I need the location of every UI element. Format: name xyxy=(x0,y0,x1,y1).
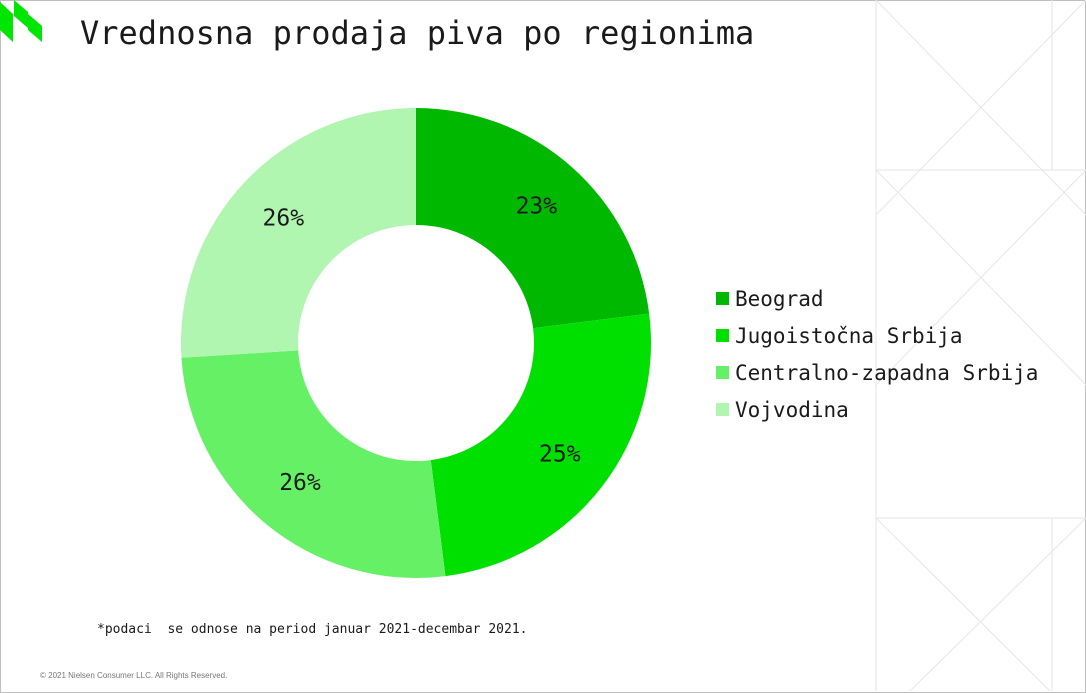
legend-item-3: Vojvodina xyxy=(716,391,1038,428)
copyright-notice: © 2021 Nielsen Consumer LLC. All Rights … xyxy=(40,671,228,680)
legend-swatch xyxy=(716,329,729,342)
legend-swatch xyxy=(716,403,729,416)
legend-item-2: Centralno-zapadna Srbija xyxy=(716,354,1038,391)
donut-slice-2 xyxy=(181,350,446,578)
page-title: Vrednosna prodaja piva po regionima xyxy=(80,14,755,52)
logo-stripe-left xyxy=(0,2,13,42)
legend-label: Centralno-zapadna Srbija xyxy=(735,360,1039,385)
nielsen-logo xyxy=(0,0,42,42)
footnote: *podaci se odnose na period januar 2021-… xyxy=(97,622,528,637)
slice-label-3: 26% xyxy=(263,205,305,231)
slice-label-2: 26% xyxy=(279,470,321,496)
chart-legend: Beograd Jugoistočna Srbija Centralno-zapad… xyxy=(716,280,1038,428)
legend-swatch xyxy=(716,366,729,379)
donut-slice-1 xyxy=(430,313,651,577)
legend-item-0: Beograd xyxy=(716,280,1038,317)
legend-swatch xyxy=(716,292,729,305)
logo-stripe-right xyxy=(14,0,28,28)
slice-label-1: 25% xyxy=(539,442,581,468)
slice-label-0: 23% xyxy=(516,193,558,219)
legend-label: Jugoistočna Srbija xyxy=(735,323,963,348)
legend-label: Beograd xyxy=(735,286,824,311)
legend-item-1: Jugoistočna Srbija xyxy=(716,317,1038,354)
donut-slice-0 xyxy=(416,108,650,329)
donut-slice-3 xyxy=(181,108,416,358)
logo-stripe-bottom xyxy=(28,14,42,42)
legend-label: Vojvodina xyxy=(735,397,849,422)
